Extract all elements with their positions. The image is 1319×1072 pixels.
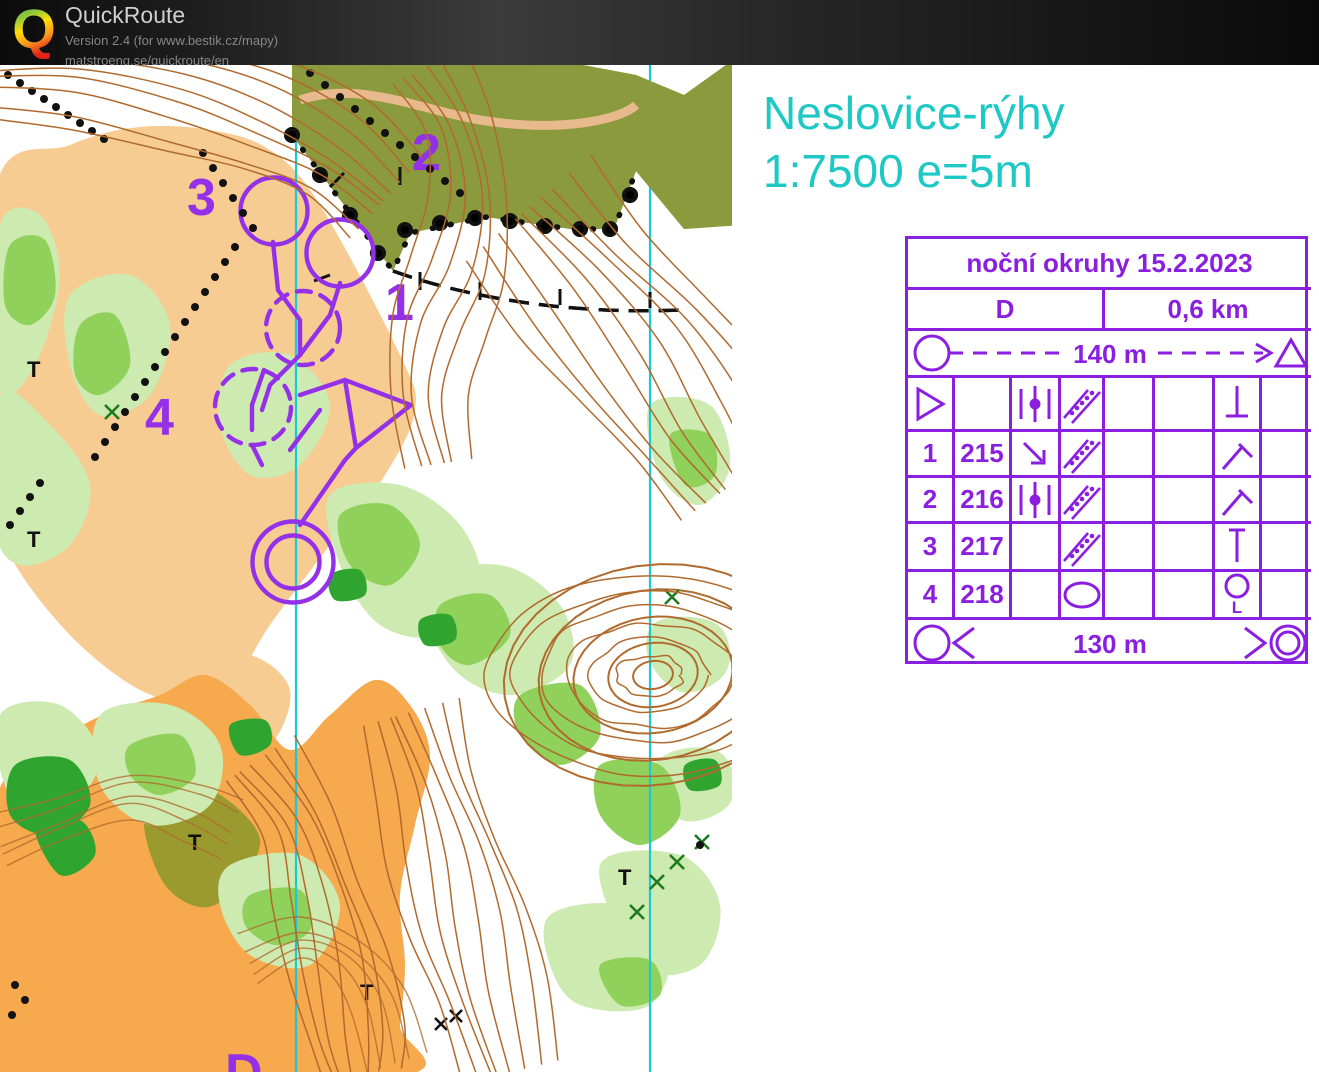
- svg-text:T: T: [618, 865, 632, 890]
- svg-text:140 m: 140 m: [1073, 339, 1147, 369]
- svg-text:Q: Q: [12, 2, 56, 60]
- svg-text:3: 3: [187, 169, 216, 227]
- svg-text:1: 1: [385, 274, 414, 332]
- svg-text:130 m: 130 m: [1073, 629, 1147, 659]
- svg-text:T: T: [27, 357, 41, 382]
- svg-text:T: T: [188, 830, 202, 855]
- svg-text:D: D: [225, 1044, 263, 1072]
- svg-text:4: 4: [145, 389, 174, 447]
- svg-text:L: L: [1232, 598, 1242, 617]
- svg-text:T: T: [27, 527, 41, 552]
